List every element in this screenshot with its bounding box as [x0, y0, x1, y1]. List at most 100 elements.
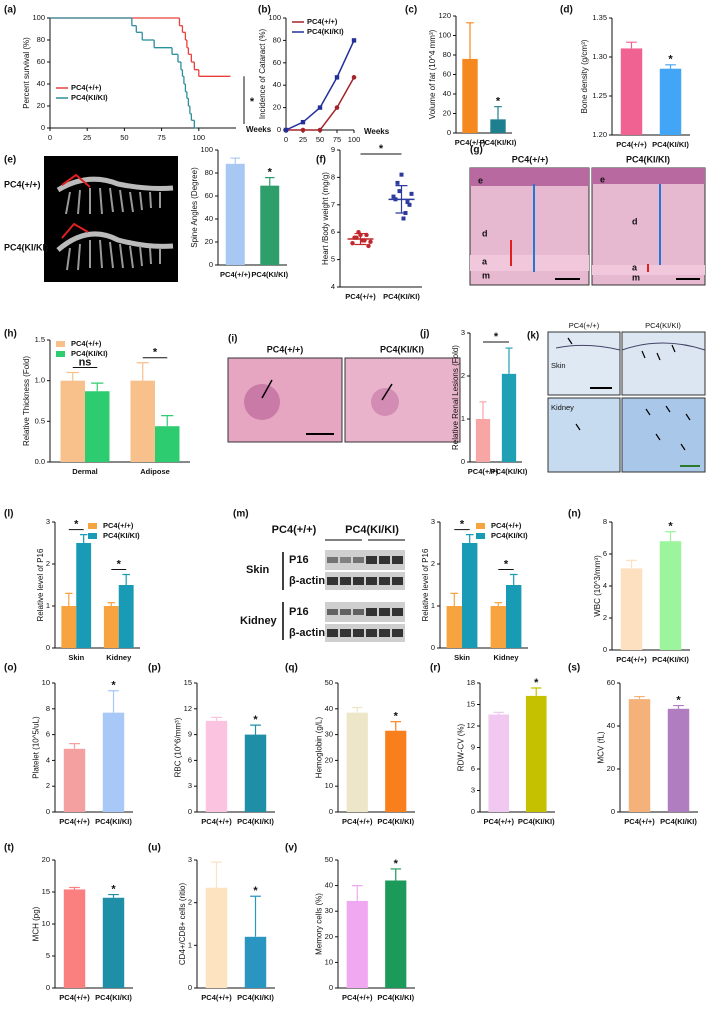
- y-tick-label: 40: [37, 79, 45, 88]
- y-tick-label: 1: [46, 601, 50, 610]
- y-tick-label: 0.0: [35, 457, 45, 466]
- y-axis-label: Memory cells (%): [315, 893, 324, 955]
- x-tick-label: PC4(+/+): [59, 993, 90, 1002]
- x-tick-label: PC4(KI/KI): [237, 817, 274, 826]
- y-tick-label: 0: [46, 643, 50, 652]
- legend-swatch: [56, 351, 65, 357]
- legend-label: PC4(+/+): [71, 339, 102, 348]
- bar: [620, 568, 643, 650]
- y-tick-label: 60: [205, 191, 213, 200]
- y-tick-label: 6: [471, 764, 475, 773]
- y-tick-label: 20: [42, 855, 50, 864]
- y-tick-label: 20: [273, 103, 281, 112]
- y-tick-label: 7: [331, 200, 335, 209]
- panel-label: (a): [4, 5, 16, 16]
- y-tick-label: 0: [431, 643, 435, 652]
- image-column-label: PC4(+/+): [512, 154, 549, 164]
- panel-label: (h): [4, 329, 17, 340]
- bar: [501, 373, 517, 462]
- y-tick-label: 5: [331, 255, 335, 264]
- image-column-label: PC4(KI/KI): [626, 154, 670, 164]
- skin-histology: [469, 167, 706, 286]
- error-bar: [211, 861, 222, 888]
- kidney-histology: [227, 357, 461, 443]
- bar: [205, 720, 228, 812]
- legend-swatch: [476, 523, 485, 529]
- panel-label: (s): [568, 663, 580, 674]
- panel-label: (n): [568, 509, 581, 520]
- error-bar: [665, 531, 676, 542]
- image-row-label: Kidney: [551, 403, 574, 412]
- y-tick-label: 0: [46, 983, 50, 992]
- layer-label: m: [632, 272, 640, 282]
- significance: *: [153, 347, 158, 359]
- error-bar: [673, 704, 684, 709]
- bar: [628, 699, 651, 812]
- legend-label: PC4(+/+): [307, 17, 338, 26]
- y-tick-label: 1: [461, 414, 465, 423]
- y-tick-label: 60: [607, 678, 615, 687]
- panel-label: (i): [228, 334, 237, 345]
- y-tick-label: 100: [32, 13, 45, 22]
- y-axis-label: RDW-CV (%): [457, 723, 466, 771]
- error-bar: [665, 64, 676, 69]
- y-tick-label: 3: [188, 855, 192, 864]
- layer-label: a: [632, 262, 638, 272]
- error-bar: [509, 573, 518, 585]
- error-bar: [634, 695, 645, 700]
- y-tick-label: 2: [431, 559, 435, 568]
- significance: *: [668, 54, 673, 66]
- y-tick-label: 8: [46, 704, 50, 713]
- panel-label: (f): [316, 155, 326, 166]
- y-tick-label: 100: [438, 30, 451, 39]
- legend-swatch: [88, 523, 97, 529]
- western-blot: [282, 539, 405, 642]
- blot-group-label: PC4(+/+): [272, 524, 317, 536]
- y-tick-label: 60: [443, 69, 451, 78]
- blot-group-label: PC4(KI/KI): [345, 524, 399, 536]
- error-bar: [479, 401, 487, 419]
- point: [399, 172, 404, 177]
- x-tick-label: PC4(KI/KI): [383, 292, 420, 301]
- y-axis-label: CD4+/CD8+ cells (ritio): [178, 883, 187, 966]
- y-tick-label: 40: [325, 881, 333, 890]
- y-tick-label: 2: [188, 898, 192, 907]
- blot-protein-label: P16: [289, 554, 309, 566]
- y-tick-label: 0.5: [35, 416, 45, 425]
- significance: *: [379, 143, 384, 155]
- panel-label: (b): [258, 5, 271, 16]
- y-tick-label: 10: [42, 678, 50, 687]
- image-column-label: PC4(KI/KI): [645, 321, 681, 330]
- x-tick-label: PC4(+/+): [59, 817, 90, 826]
- y-tick-label: 15: [467, 699, 475, 708]
- significance: *: [534, 677, 539, 689]
- y-tick-label: 0: [46, 807, 50, 816]
- x-tick-label: PC4(KI/KI): [377, 817, 414, 826]
- y-tick-label: 0: [329, 807, 333, 816]
- panel-label: (o): [4, 663, 17, 674]
- x-tick-label: Skin: [68, 653, 84, 662]
- line: [286, 76, 355, 131]
- x-tick-label: Adipose: [140, 467, 170, 476]
- y-tick-label: 8: [331, 172, 335, 181]
- bar: [385, 880, 407, 988]
- y-axis-label: Platelet (10^5/uL): [32, 716, 41, 779]
- x-tick-label: PC4(KI/KI): [377, 993, 414, 1002]
- y-tick-label: 3: [188, 781, 192, 790]
- error-bar: [395, 185, 408, 214]
- bar: [475, 419, 491, 462]
- y-tick-label: 1: [431, 601, 435, 610]
- x-tick-label: 100: [348, 135, 361, 144]
- significance: *: [668, 521, 673, 533]
- x-tick-label: 25: [83, 133, 91, 142]
- y-axis-label: Spine Angles (Degree): [190, 167, 199, 248]
- error-bar: [250, 895, 261, 937]
- marker: [351, 38, 357, 43]
- x-tick-label: PC4(KI/KI): [660, 817, 697, 826]
- panel-label: (j): [420, 329, 429, 340]
- bar: [103, 606, 119, 648]
- y-tick-label: 10: [42, 919, 50, 928]
- bar: [118, 585, 134, 648]
- y-tick-label: 60: [37, 57, 45, 66]
- error-bar: [250, 724, 261, 735]
